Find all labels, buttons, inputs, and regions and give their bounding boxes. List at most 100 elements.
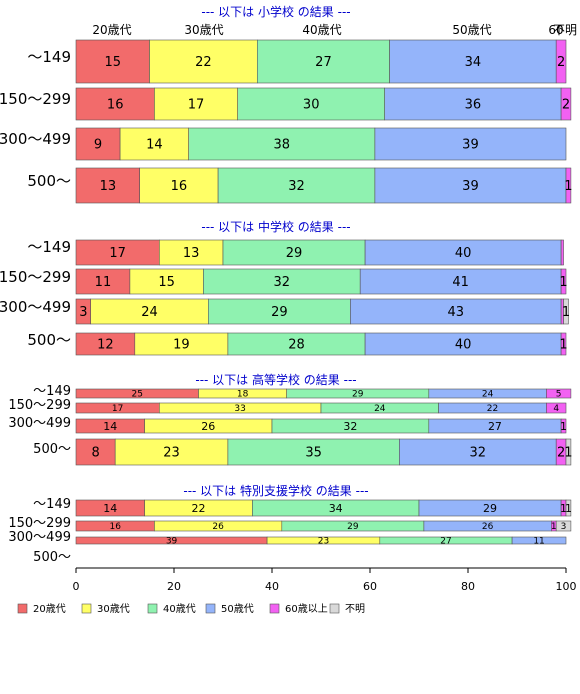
panel-title: --- 以下は 中学校 の結果 --- <box>201 219 350 234</box>
top-column-label: 20歳代 <box>92 23 131 37</box>
data-label: 1 <box>551 522 557 532</box>
data-label: 34 <box>465 55 482 70</box>
data-label: 38 <box>274 138 291 153</box>
bar-segment <box>222 239 366 266</box>
x-tick-label: 100 <box>556 580 577 593</box>
data-label: 29 <box>347 522 359 532</box>
bar-segment <box>159 239 224 266</box>
data-label: 2 <box>562 98 570 113</box>
bar-segment <box>546 388 572 399</box>
bar-segment <box>75 127 121 161</box>
data-label: 23 <box>163 446 180 461</box>
data-label: 1 <box>560 420 567 433</box>
data-label: 14 <box>103 420 117 433</box>
data-label: 43 <box>447 305 464 320</box>
row-label: 500～ <box>27 172 71 190</box>
legend-label: 50歳代 <box>221 603 254 615</box>
top-column-label: 不明 <box>553 23 577 37</box>
x-tick-label: 0 <box>73 580 80 593</box>
data-label: 1 <box>562 305 570 320</box>
bar-segment <box>119 127 189 161</box>
bar-segment <box>565 499 572 517</box>
data-label: 4 <box>553 404 559 414</box>
data-label: 14 <box>146 138 163 153</box>
data-label: 17 <box>112 404 123 414</box>
data-label: 22 <box>195 55 212 70</box>
bar-segment <box>565 438 572 466</box>
data-label: 17 <box>188 98 205 113</box>
data-label: 1 <box>564 179 572 194</box>
top-column-label: 30歳代 <box>184 23 223 37</box>
data-label: 2 <box>557 55 565 70</box>
data-label: 1 <box>565 502 572 515</box>
data-label: 25 <box>132 390 143 400</box>
data-label: 13 <box>183 246 200 261</box>
bar-segment <box>546 402 567 414</box>
legend-label: 不明 <box>345 603 365 615</box>
top-column-label: 60 <box>548 23 563 37</box>
legend-swatch <box>329 603 340 614</box>
data-label: 1 <box>559 275 567 290</box>
data-label: 24 <box>141 305 158 320</box>
top-column-label: 40歳代 <box>302 23 341 37</box>
bar-segment <box>565 167 572 204</box>
data-label: 1 <box>559 338 567 353</box>
bar-segment <box>237 87 385 121</box>
data-label: 15 <box>104 55 121 70</box>
data-label: 1 <box>560 502 567 515</box>
data-label: 24 <box>482 390 494 400</box>
row-label: 300～499 <box>8 530 71 545</box>
row-label: ～149 <box>27 238 71 256</box>
data-label: 33 <box>234 404 245 414</box>
panel-title: --- 以下は 特別支援学校 の結果 --- <box>183 483 368 498</box>
data-label: 23 <box>318 537 329 547</box>
bar-segment <box>75 268 131 295</box>
legend-swatch <box>269 603 280 614</box>
data-label: 32 <box>288 179 305 194</box>
data-label: 18 <box>237 390 249 400</box>
data-label: 26 <box>482 522 494 532</box>
bar-segment <box>75 167 141 204</box>
row-label: 500～ <box>33 442 71 457</box>
legend-swatch <box>81 603 92 614</box>
data-label: 32 <box>274 275 291 290</box>
data-label: 22 <box>192 502 206 515</box>
bar-segment <box>154 87 238 121</box>
bar-segment <box>75 87 155 121</box>
legend-swatch <box>147 603 158 614</box>
data-label: 27 <box>488 420 502 433</box>
bar-segment <box>90 298 209 325</box>
row-label: ～149 <box>33 384 71 399</box>
panel-title: --- 以下は 小学校 の結果 --- <box>201 4 350 19</box>
data-label: 12 <box>97 338 114 353</box>
data-label: 2 <box>557 446 565 461</box>
data-label: 3 <box>561 522 567 532</box>
data-label: 16 <box>109 522 121 532</box>
bar-segment <box>511 536 567 545</box>
bar-segment <box>560 268 567 295</box>
data-label: 40 <box>455 338 472 353</box>
data-label: 9 <box>94 138 102 153</box>
data-label: 17 <box>109 246 126 261</box>
data-label: 40 <box>455 246 472 261</box>
bar-segment <box>350 298 562 325</box>
row-label: 150～299 <box>8 398 71 413</box>
data-label: 39 <box>462 179 479 194</box>
data-label: 36 <box>465 98 482 113</box>
legend-label: 60歳以上 <box>285 603 328 615</box>
legend-swatch <box>17 603 28 614</box>
data-label: 35 <box>305 446 322 461</box>
data-label: 5 <box>556 390 562 400</box>
bar-segment <box>560 239 564 266</box>
x-tick-label: 60 <box>363 580 377 593</box>
data-label: 27 <box>440 537 451 547</box>
row-label: 300～499 <box>8 416 71 431</box>
data-label: 26 <box>201 420 215 433</box>
legend-label: 20歳代 <box>33 603 66 615</box>
data-label: 3 <box>79 305 87 320</box>
bar-segment <box>563 298 569 325</box>
row-label: 300～499 <box>0 298 71 316</box>
data-label: 13 <box>100 179 117 194</box>
bar-segment <box>555 520 572 532</box>
